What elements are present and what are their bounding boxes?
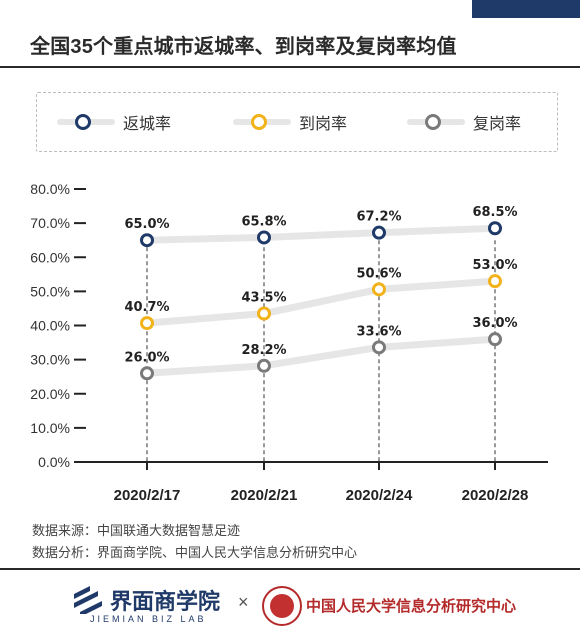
- data-point: [488, 274, 502, 289]
- data-label: 28.2%: [241, 343, 286, 358]
- ruc-seal-icon: [262, 586, 302, 626]
- data-label: 26.0%: [124, 350, 169, 365]
- data-point: [257, 230, 271, 245]
- data-label: 50.6%: [356, 266, 401, 281]
- data-point: [257, 306, 271, 321]
- series-line: [143, 277, 499, 327]
- legend-marker-return: [75, 114, 91, 130]
- brand-name: 界面商学院: [110, 589, 221, 614]
- partnership-symbol: ×: [238, 592, 249, 612]
- top-bar-accent: [472, 0, 580, 18]
- line-chart: 0.0% 10.0% 20.0% 30.0% 40.0% 50.0% 60.0% 70.0% 8…: [30, 181, 548, 504]
- data-point: [372, 282, 386, 297]
- y-tick-label: 40.0%: [30, 318, 70, 334]
- legend-item-return: 返城率: [57, 93, 171, 151]
- data-label: 36.0%: [472, 316, 517, 331]
- legend-label-onsite: 到岗率: [299, 116, 348, 133]
- y-tick-label: 70.0%: [30, 215, 70, 231]
- series-line: [143, 335, 499, 377]
- y-tick-label: 60.0%: [30, 249, 70, 265]
- source-note: 数据来源：中国联通大数据智慧足迹: [32, 523, 241, 538]
- y-tick-label: 50.0%: [30, 283, 70, 299]
- x-tick-label: 2020/2/24: [346, 487, 413, 504]
- data-point: [140, 233, 154, 248]
- partner-name: 中国人民大学信息分析研究中心: [306, 598, 517, 615]
- legend-label-return: 返城率: [123, 116, 172, 133]
- data-label: 43.5%: [241, 291, 286, 306]
- data-label: 68.5%: [472, 205, 517, 220]
- legend-item-onsite: 到岗率: [233, 93, 347, 151]
- legend-marker-onsite: [251, 114, 267, 130]
- y-tick-label: 30.0%: [30, 352, 70, 368]
- x-tick-label: 2020/2/28: [462, 487, 529, 504]
- data-label: 67.2%: [356, 210, 401, 225]
- y-tick-label: 10.0%: [30, 420, 70, 436]
- x-tick-label: 2020/2/21: [231, 487, 298, 504]
- title-divider: [0, 66, 580, 68]
- data-label: 40.7%: [124, 300, 169, 315]
- legend-item-resume: 复岗率: [407, 93, 521, 151]
- data-point: [372, 225, 386, 240]
- legend-swatch-resume: [407, 114, 465, 130]
- legend-swatch-onsite: [233, 114, 291, 130]
- chart-title: 全国35个重点城市返城率、到岗率及复岗率均值: [30, 36, 457, 58]
- legend: 返城率 到岗率 复岗率: [36, 92, 558, 152]
- y-tick-label: 0.0%: [38, 454, 70, 470]
- legend-label-resume: 复岗率: [473, 116, 522, 133]
- y-tick-label: 20.0%: [30, 386, 70, 402]
- ruc-seal-core: [270, 594, 294, 618]
- data-label: 65.8%: [241, 214, 286, 229]
- analysis-note: 数据分析：界面商学院、中国人民大学信息分析研究中心: [32, 545, 358, 560]
- x-tick-label: 2020/2/17: [114, 487, 181, 504]
- legend-swatch-return: [57, 114, 115, 130]
- legend-marker-resume: [425, 114, 441, 130]
- data-point: [372, 340, 386, 355]
- data-point: [140, 366, 154, 381]
- data-point: [488, 221, 502, 236]
- data-point: [140, 316, 154, 331]
- data-label: 53.0%: [472, 258, 517, 273]
- y-tick-label: 80.0%: [30, 181, 70, 197]
- footer-divider: [0, 568, 580, 570]
- data-label: 33.6%: [356, 324, 401, 339]
- brand-subtitle: JIEMIAN BIZ LAB: [90, 614, 207, 624]
- top-bar: [0, 0, 580, 18]
- data-point: [488, 332, 502, 347]
- series-line: [143, 224, 499, 244]
- jiemian-logo-icon: [74, 586, 102, 614]
- data-point: [257, 358, 271, 373]
- data-label: 65.0%: [124, 217, 169, 232]
